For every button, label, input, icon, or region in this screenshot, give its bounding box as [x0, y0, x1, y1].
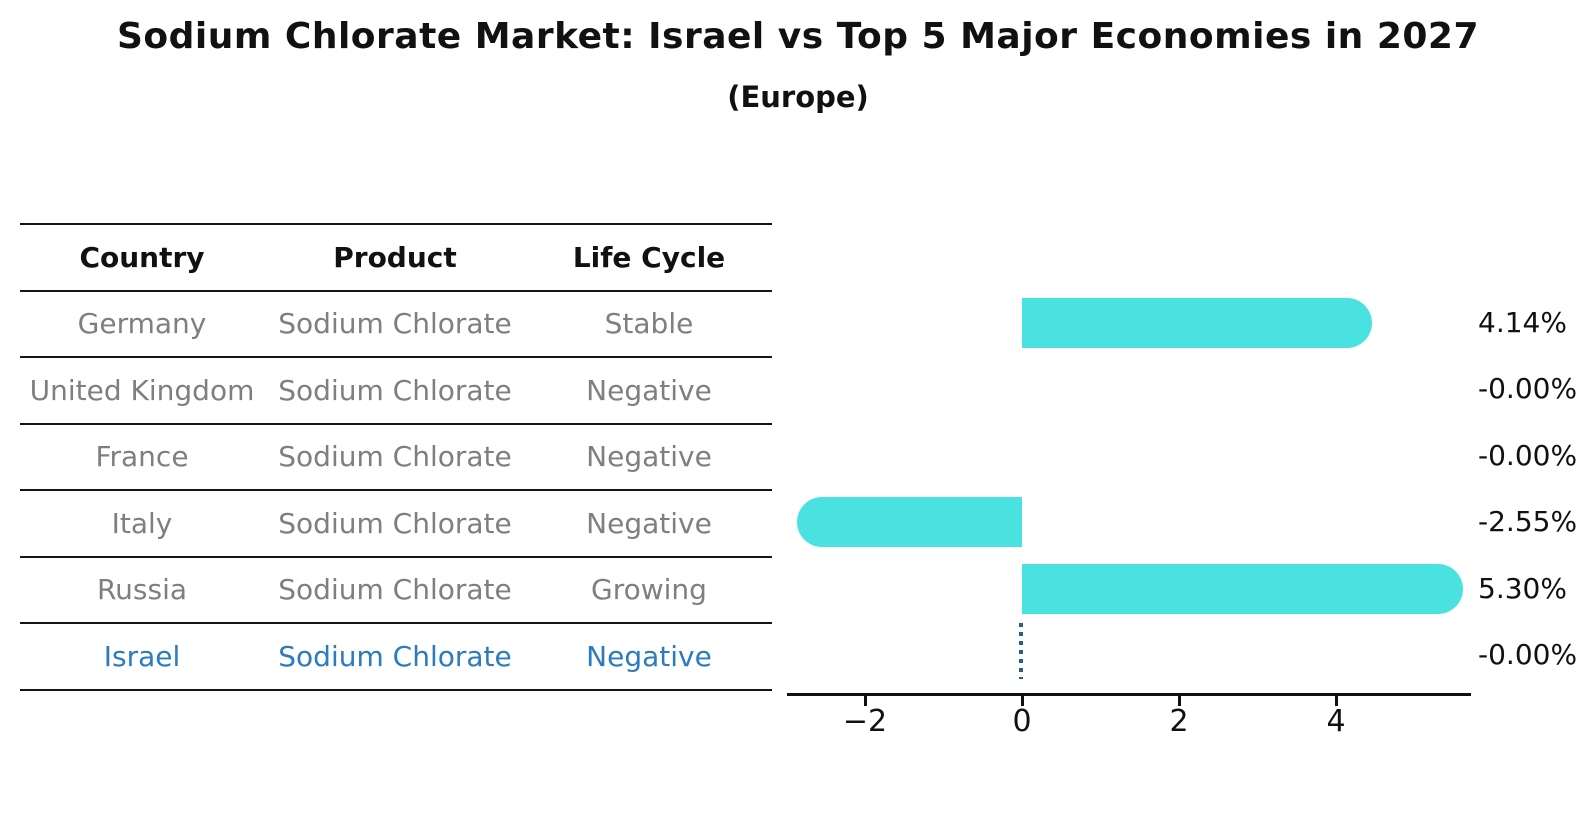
bar-germany	[1022, 297, 1372, 348]
cell-product: Sodium Chlorate	[278, 506, 512, 540]
x-axis-tick-label: −2	[842, 704, 888, 739]
cell-life-cycle: Negative	[586, 373, 712, 407]
chart-title: Sodium Chlorate Market: Israel vs Top 5 …	[116, 16, 1480, 57]
bar-value-label: -0.00%	[1478, 372, 1578, 405]
bar-russia	[1022, 563, 1464, 614]
cell-life-cycle: Stable	[604, 307, 694, 341]
column-header-2: Life Cycle	[572, 240, 726, 274]
table-row: United Kingdom Sodium Chlorate Negative	[20, 358, 772, 425]
x-axis-tick	[1334, 696, 1338, 706]
x-axis-line	[787, 693, 1471, 696]
bar-value-label: -2.55%	[1478, 505, 1578, 538]
cell-life-cycle: Negative	[586, 440, 712, 474]
table-row: Russia Sodium Chlorate Growing	[20, 558, 772, 624]
cell-country: Russia	[96, 573, 188, 607]
bar-italy	[796, 497, 1022, 547]
x-axis-tick-label: 4	[1326, 704, 1346, 739]
table-row: Germany Sodium Chlorate Stable	[20, 292, 772, 358]
cell-country: Italy	[111, 506, 173, 540]
cell-product: Sodium Chlorate	[278, 639, 512, 673]
cell-life-cycle: Negative	[586, 506, 712, 540]
cell-country: Germany	[77, 307, 207, 341]
x-axis-tick	[1020, 696, 1024, 706]
cell-product: Sodium Chlorate	[278, 440, 512, 474]
x-axis-tick-label: 0	[1012, 704, 1032, 739]
bar-value-label: 4.14%	[1478, 305, 1567, 339]
cell-country: Israel	[103, 639, 181, 673]
cell-life-cycle: Growing	[591, 573, 707, 607]
cell-country: United Kingdom	[29, 373, 255, 407]
zero-dotted-line	[1019, 623, 1023, 679]
cell-product: Sodium Chlorate	[278, 307, 512, 341]
cell-country: France	[95, 440, 189, 474]
table-row: Israel Sodium Chlorate Negative	[20, 624, 772, 691]
x-axis-tick	[1177, 696, 1181, 706]
country-table: Country Product Life Cycle Germany Sodium Ch…	[20, 223, 772, 691]
cell-product: Sodium Chlorate	[278, 373, 512, 407]
cell-life-cycle: Negative	[586, 639, 712, 673]
x-axis-tick	[863, 696, 867, 706]
bar-value-label: -0.00%	[1478, 438, 1578, 472]
table-row: France Sodium Chlorate Negative	[20, 425, 772, 491]
column-header-1: Product	[333, 240, 457, 274]
table-row: Italy Sodium Chlorate Negative	[20, 491, 772, 558]
chart-subtitle: (Europe)	[727, 80, 869, 114]
table-header-row: Country Product Life Cycle	[20, 225, 772, 292]
bar-value-label: -0.00%	[1478, 638, 1578, 671]
column-header-0: Country	[79, 240, 205, 274]
cell-product: Sodium Chlorate	[278, 573, 512, 607]
bar-value-label: 5.30%	[1478, 571, 1567, 605]
x-axis-tick-label: 2	[1169, 704, 1189, 739]
